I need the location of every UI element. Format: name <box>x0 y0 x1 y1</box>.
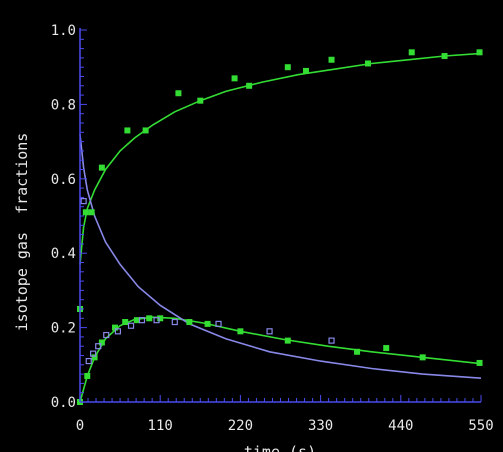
x-axis-title: time (s) <box>244 443 316 452</box>
data-point <box>266 328 273 335</box>
x-tick-label: 550 <box>468 418 493 434</box>
data-point <box>441 53 448 60</box>
data-point <box>354 348 361 355</box>
data-point <box>284 64 291 71</box>
data-point <box>146 315 153 322</box>
data-point <box>85 357 92 365</box>
data-point <box>419 354 426 361</box>
x-tick-label: 440 <box>388 418 413 434</box>
data-point <box>80 198 87 205</box>
data-point <box>246 82 253 89</box>
data-point <box>408 49 415 56</box>
data-points <box>77 49 483 405</box>
data-point <box>328 337 335 344</box>
data-point <box>197 97 204 104</box>
data-point <box>88 209 95 216</box>
data-point <box>114 328 122 335</box>
data-point <box>98 164 105 171</box>
data-point <box>157 315 164 322</box>
data-point <box>103 331 110 339</box>
data-point <box>476 359 483 366</box>
data-point <box>186 319 193 326</box>
data-point <box>284 337 291 344</box>
y-tick-label: 0.4 <box>51 246 76 262</box>
y-axis-title: isotope gas fractions <box>13 133 31 332</box>
data-point <box>127 322 135 329</box>
fit-curve-3 <box>79 134 482 379</box>
axes <box>79 28 482 403</box>
x-tick-label: 0 <box>76 418 84 434</box>
data-point <box>91 354 98 361</box>
x-tick-label: 330 <box>308 418 333 434</box>
data-point <box>364 60 371 67</box>
data-point <box>95 343 102 350</box>
tick-labels: 0.0 0.2 0.4 0.6 0.8 1.0 0 110 220 330 440 550 <box>51 23 494 434</box>
data-point <box>175 90 182 97</box>
fit-curve-1 <box>79 52 482 265</box>
data-point <box>142 127 149 134</box>
data-point <box>153 317 160 324</box>
data-point <box>171 318 178 326</box>
y-tick-label: 0.8 <box>51 97 76 113</box>
data-point <box>84 372 91 379</box>
y-tick-label: 0.0 <box>51 395 76 411</box>
data-point <box>303 67 310 74</box>
y-tick-label: 0.2 <box>51 321 76 337</box>
data-point <box>82 209 89 216</box>
x-tick-label: 110 <box>148 418 173 434</box>
data-point <box>133 317 140 324</box>
data-point <box>138 317 146 324</box>
x-tick-label: 220 <box>228 418 253 434</box>
data-point <box>124 127 131 134</box>
data-point <box>204 320 211 327</box>
data-point <box>231 75 238 82</box>
data-point <box>383 345 390 352</box>
data-point <box>328 56 335 63</box>
data-point <box>476 49 483 56</box>
data-point <box>215 320 222 327</box>
y-tick-label: 1.0 <box>51 23 76 39</box>
data-point <box>90 350 97 357</box>
y-tick-label: 0.6 <box>51 172 76 188</box>
data-point <box>111 324 118 331</box>
data-point <box>122 319 129 326</box>
data-point <box>98 339 105 346</box>
data-point <box>237 328 244 335</box>
